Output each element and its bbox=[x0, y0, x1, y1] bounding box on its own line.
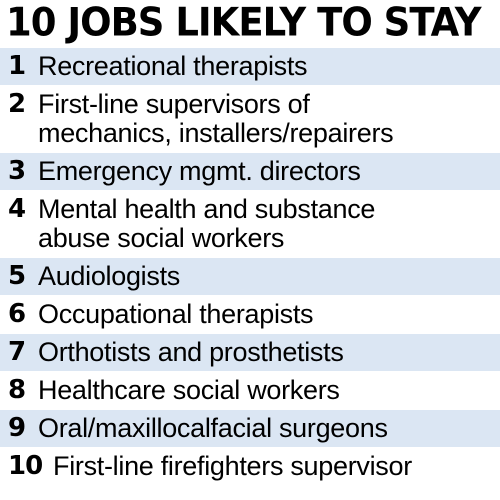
jobs-list: 1 Recreational therapists 2 First-line s… bbox=[0, 48, 500, 487]
list-item: 1 Recreational therapists bbox=[0, 48, 500, 86]
rank-number: 2 bbox=[8, 89, 27, 119]
rank-number: 1 bbox=[8, 51, 27, 81]
list-item: 3 Emergency mgmt. directors bbox=[0, 153, 500, 191]
job-title: Audiologists bbox=[38, 261, 180, 291]
job-title: First-line supervisors of mechanics, inst… bbox=[38, 89, 394, 148]
job-title: Orthotists and prosthetists bbox=[38, 337, 344, 367]
list-item: 9 Oral/maxillocalfacial surgeons bbox=[0, 410, 500, 448]
list-item: 4 Mental health and substance abuse socia… bbox=[0, 191, 500, 258]
job-title: Oral/maxillocalfacial surgeons bbox=[38, 413, 388, 443]
list-item: 8 Healthcare social workers bbox=[0, 372, 500, 410]
rank-number: 6 bbox=[8, 299, 27, 329]
rank-number: 9 bbox=[8, 413, 27, 443]
job-title: Recreational therapists bbox=[38, 51, 308, 81]
list-item: 6 Occupational therapists bbox=[0, 296, 500, 334]
rank-number: 5 bbox=[8, 261, 27, 291]
rank-number: 7 bbox=[8, 337, 27, 367]
rank-number: 8 bbox=[8, 375, 27, 405]
job-title: Occupational therapists bbox=[38, 299, 314, 329]
job-title: Healthcare social workers bbox=[38, 375, 340, 405]
job-title: Emergency mgmt. directors bbox=[38, 156, 361, 186]
rank-number: 3 bbox=[8, 156, 27, 186]
list-item: 7 Orthotists and prosthetists bbox=[0, 334, 500, 372]
list-item: 5 Audiologists bbox=[0, 258, 500, 296]
list-item: 2 First-line supervisors of mechanics, in… bbox=[0, 86, 500, 153]
rank-number: 10 bbox=[8, 451, 43, 481]
job-title: Mental health and substance abuse social … bbox=[38, 194, 376, 253]
list-item: 10 First-line firefighters supervisor bbox=[0, 448, 500, 487]
page-title: 10 JOBS LIKELY TO STAY bbox=[6, 0, 482, 46]
rank-number: 4 bbox=[8, 194, 27, 224]
job-title: First-line firefighters supervisor bbox=[53, 451, 412, 481]
